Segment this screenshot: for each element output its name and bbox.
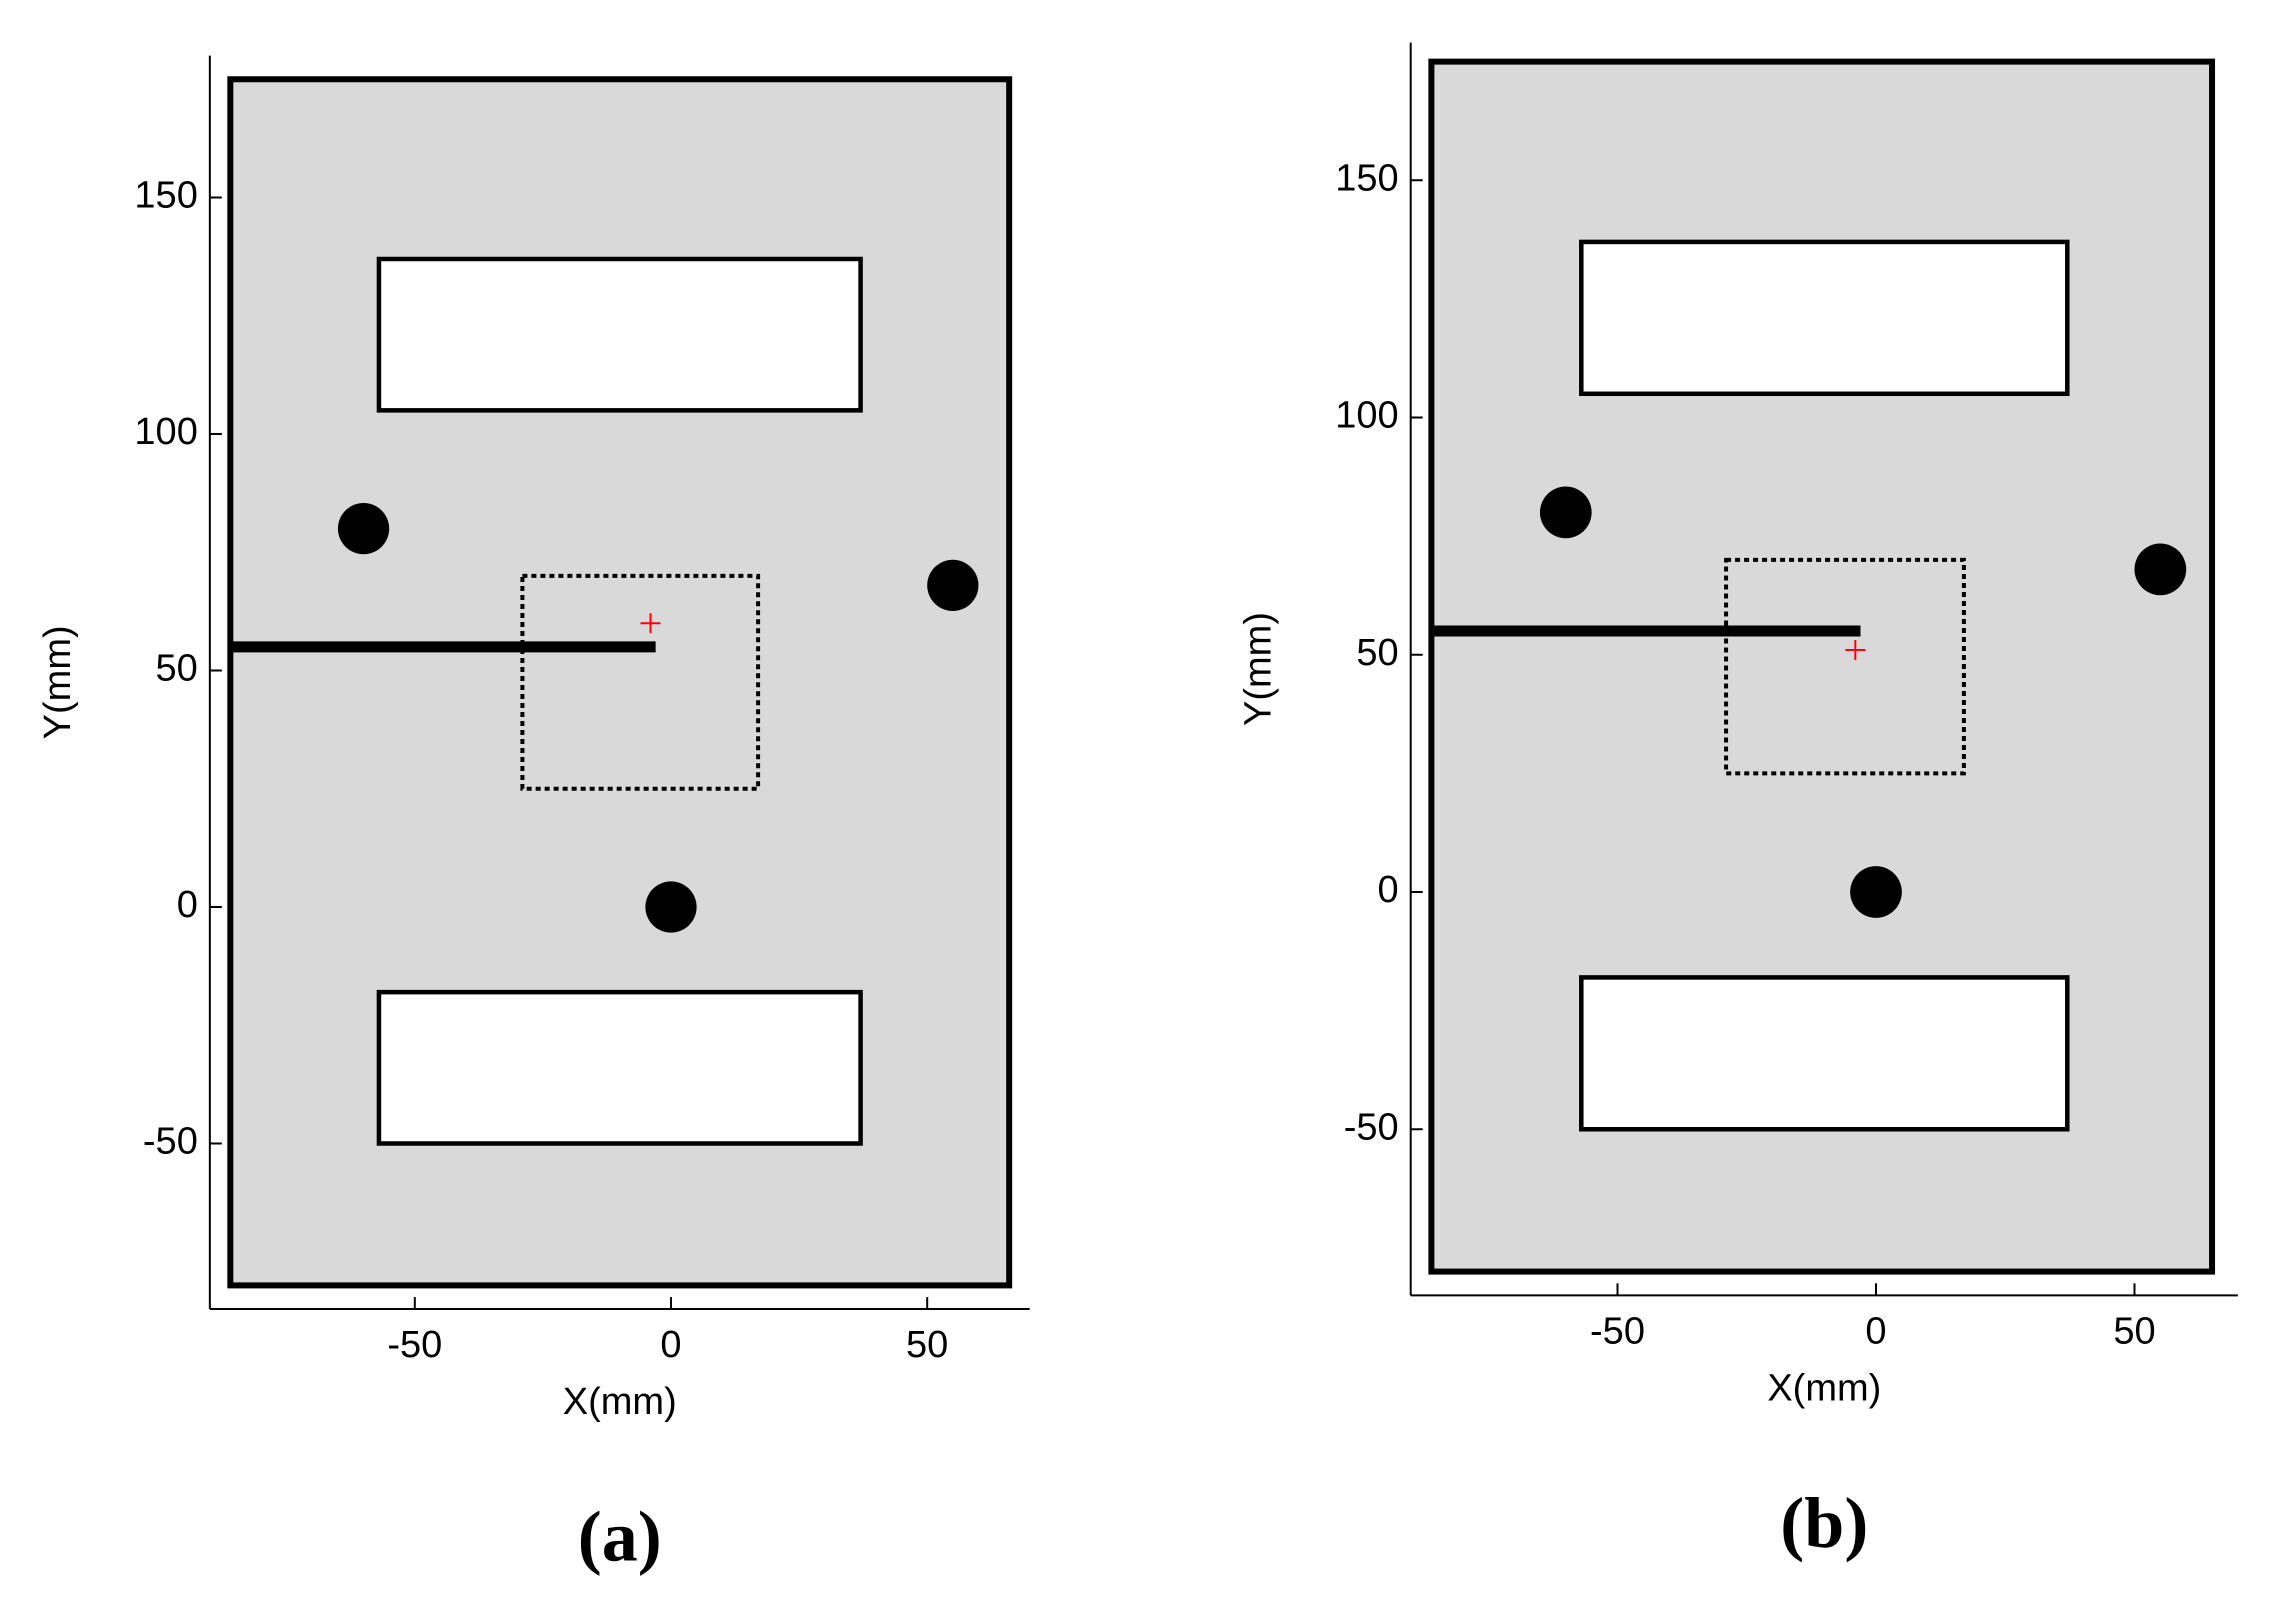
panel: -50 0 50 100 150 -50 0 50 X(mm) Y(mm) (a)	[37, 55, 1030, 1577]
y-tick-label: 150	[134, 175, 197, 217]
pillar	[645, 881, 697, 933]
panel-label: (a)	[578, 1497, 662, 1577]
x-tick-label: -50	[1590, 1310, 1645, 1352]
panel: -50 0 50 100 150 -50 0 50 X(mm) Y(mm) (b)	[1238, 42, 2238, 1563]
obstacle	[376, 256, 863, 413]
target-marker	[640, 613, 661, 634]
x-tick-label: 50	[906, 1324, 948, 1366]
y-tick-label: -50	[143, 1121, 198, 1163]
y-tick-label: 100	[134, 411, 197, 453]
pillar	[1850, 866, 1902, 918]
x-axis-label: X(mm)	[563, 1381, 677, 1423]
y-tick-label: -50	[1344, 1106, 1399, 1148]
x-tick-label: 0	[1865, 1310, 1886, 1352]
target-marker	[1845, 640, 1866, 661]
x-tick-label: -50	[387, 1324, 442, 1366]
pillar	[1539, 486, 1592, 539]
y-tick-label: 50	[156, 648, 198, 690]
y-tick-label: 50	[1356, 632, 1398, 674]
obstacle	[1579, 239, 2070, 397]
x-tick-label: 50	[2113, 1310, 2155, 1352]
search-window	[1724, 557, 1966, 776]
search-window	[520, 573, 761, 791]
y-tick-label: 100	[1335, 395, 1398, 437]
y-tick-label: 0	[1378, 869, 1399, 911]
y-axis-label: Y(mm)	[37, 625, 79, 739]
obstacle	[376, 989, 863, 1146]
pillar	[337, 502, 390, 555]
pillar	[2134, 543, 2187, 596]
x-tick-label: 0	[660, 1324, 681, 1366]
panel-label: (b)	[1780, 1483, 1868, 1563]
obstacle	[1579, 975, 2070, 1132]
y-tick-label: 150	[1335, 157, 1398, 199]
y-tick-label: 0	[177, 884, 198, 926]
y-axis-label: Y(mm)	[1238, 612, 1280, 726]
x-axis-label: X(mm)	[1767, 1367, 1881, 1409]
pillar	[927, 559, 979, 611]
